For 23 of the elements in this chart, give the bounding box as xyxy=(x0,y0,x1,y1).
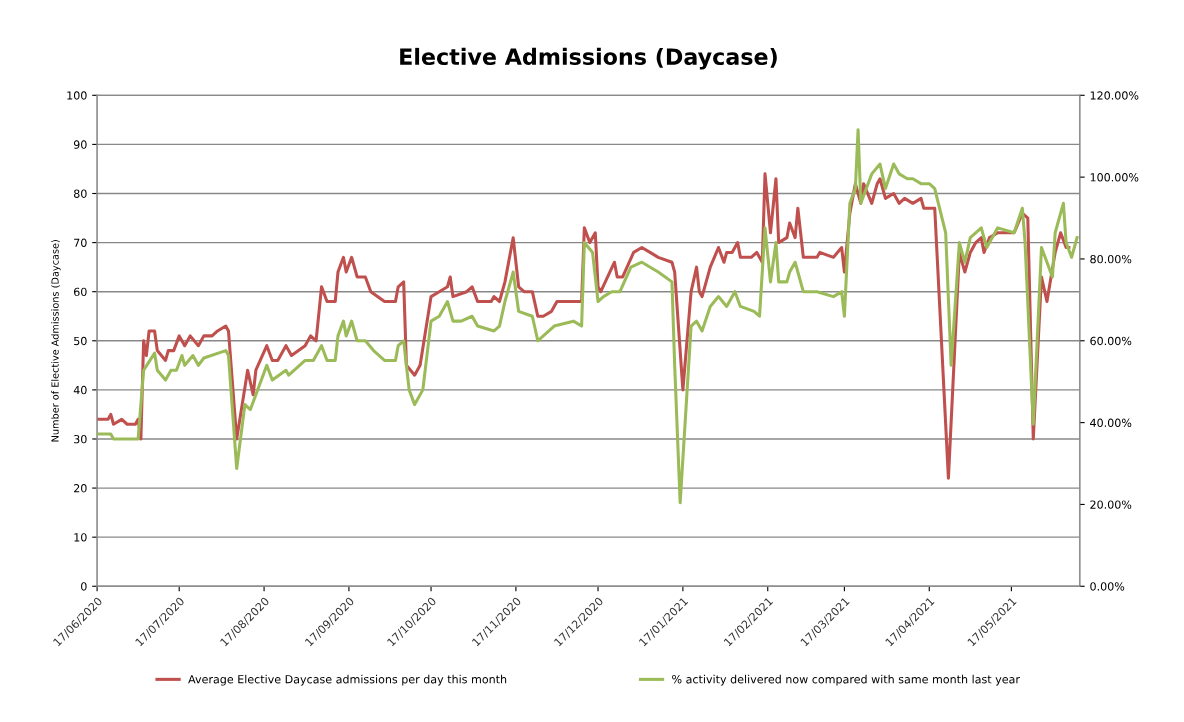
line-series xyxy=(97,128,1079,505)
y-tick-label: 90 xyxy=(73,140,87,149)
y2-tick-label: 80.00% xyxy=(1090,254,1132,264)
legend-label: % activity delivered now compared with same month last year xyxy=(672,674,1020,686)
chart-title: Elective Admissions (Daycase) xyxy=(400,47,777,70)
y-axis-title: Number of Elective Admissions (Daycase) xyxy=(51,240,61,442)
y-tick-label: 0 xyxy=(81,582,87,591)
y-tick-label: 70 xyxy=(74,238,87,247)
y2-tick-label: 20.00% xyxy=(1090,500,1132,509)
y-tick-label: 20 xyxy=(74,484,87,493)
y2-tick-label: 100.00% xyxy=(1090,173,1139,182)
y-tick-label: 60 xyxy=(74,287,87,297)
y-tick-label: 40 xyxy=(73,385,87,395)
y2-tick-label: 120.00% xyxy=(1090,91,1139,100)
y2-tick-label: 40.00% xyxy=(1090,418,1132,427)
y2-tick-label: 0.00% xyxy=(1090,582,1125,591)
y-tick-label: 10 xyxy=(74,533,87,542)
y-tick-label: 80 xyxy=(73,189,87,198)
y-tick-label: 30 xyxy=(74,434,87,444)
y2-tick-label: 60.00% xyxy=(1090,336,1132,346)
y-tick-label: 100 xyxy=(67,91,87,100)
y-tick-label: 50 xyxy=(74,336,87,346)
legend-label: Average Elective Daycase admissions per day this month xyxy=(188,674,507,686)
